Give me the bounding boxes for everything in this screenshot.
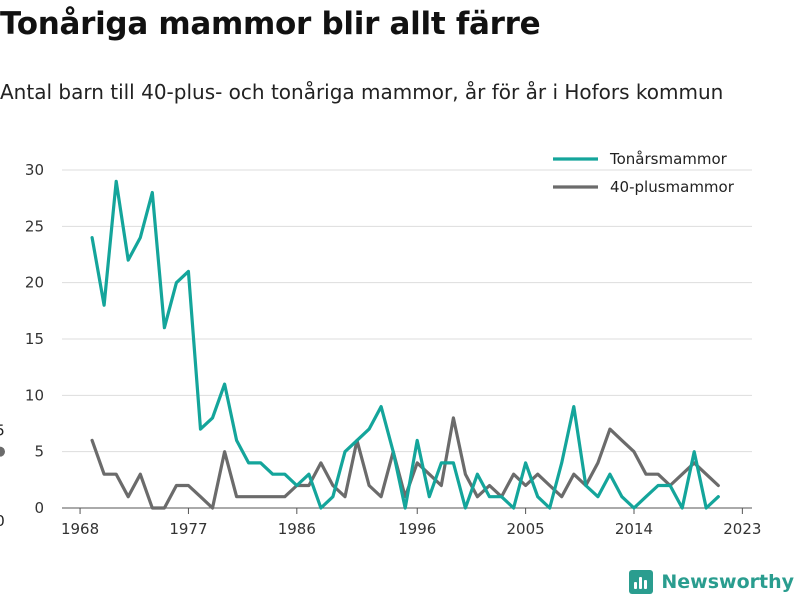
series-line: [90, 416, 720, 510]
y-tick-label: 0: [34, 499, 44, 517]
x-axis: 1968 1977 1986 1996 2005 2014 2023: [61, 507, 761, 538]
end-labels: 50: [0, 422, 5, 530]
brand-name: Newsworthy: [661, 571, 794, 593]
end-value-label: 5: [0, 422, 5, 440]
x-tick-label: 2014: [615, 520, 653, 538]
y-axis-ticks: 0 5 10 15 20 25 30: [25, 161, 44, 517]
series-lines: [90, 179, 720, 510]
end-value-label: 0: [0, 512, 5, 530]
y-tick-label: 20: [25, 274, 44, 292]
y-tick-label: 15: [25, 330, 44, 348]
y-tick-label: 5: [34, 443, 44, 461]
legend: Tonårsmammor 40-plusmammor: [553, 150, 735, 196]
x-tick-label: 1986: [278, 520, 316, 538]
chart-title: Tonåriga mammor blir allt färre: [0, 6, 541, 42]
x-tick-label: 1968: [61, 520, 99, 538]
y-tick-label: 30: [25, 161, 44, 179]
chart-subtitle: Antal barn till 40-plus- och tonåriga ma…: [0, 80, 724, 104]
legend-label: 40-plusmammor: [610, 178, 735, 196]
series-line: [90, 179, 720, 510]
bar-chart-logo-icon: [629, 570, 654, 594]
y-tick-label: 10: [25, 386, 44, 404]
legend-label: Tonårsmammor: [609, 150, 728, 168]
x-tick-label: 2005: [507, 520, 545, 538]
x-tick-label: 1977: [169, 520, 207, 538]
y-tick-label: 25: [25, 217, 44, 235]
end-point-marker: [0, 446, 5, 457]
brand-logo: Newsworthy: [629, 570, 794, 594]
x-tick-label: 1996: [398, 520, 436, 538]
x-tick-label: 2023: [723, 520, 761, 538]
grid-lines: [62, 169, 752, 453]
